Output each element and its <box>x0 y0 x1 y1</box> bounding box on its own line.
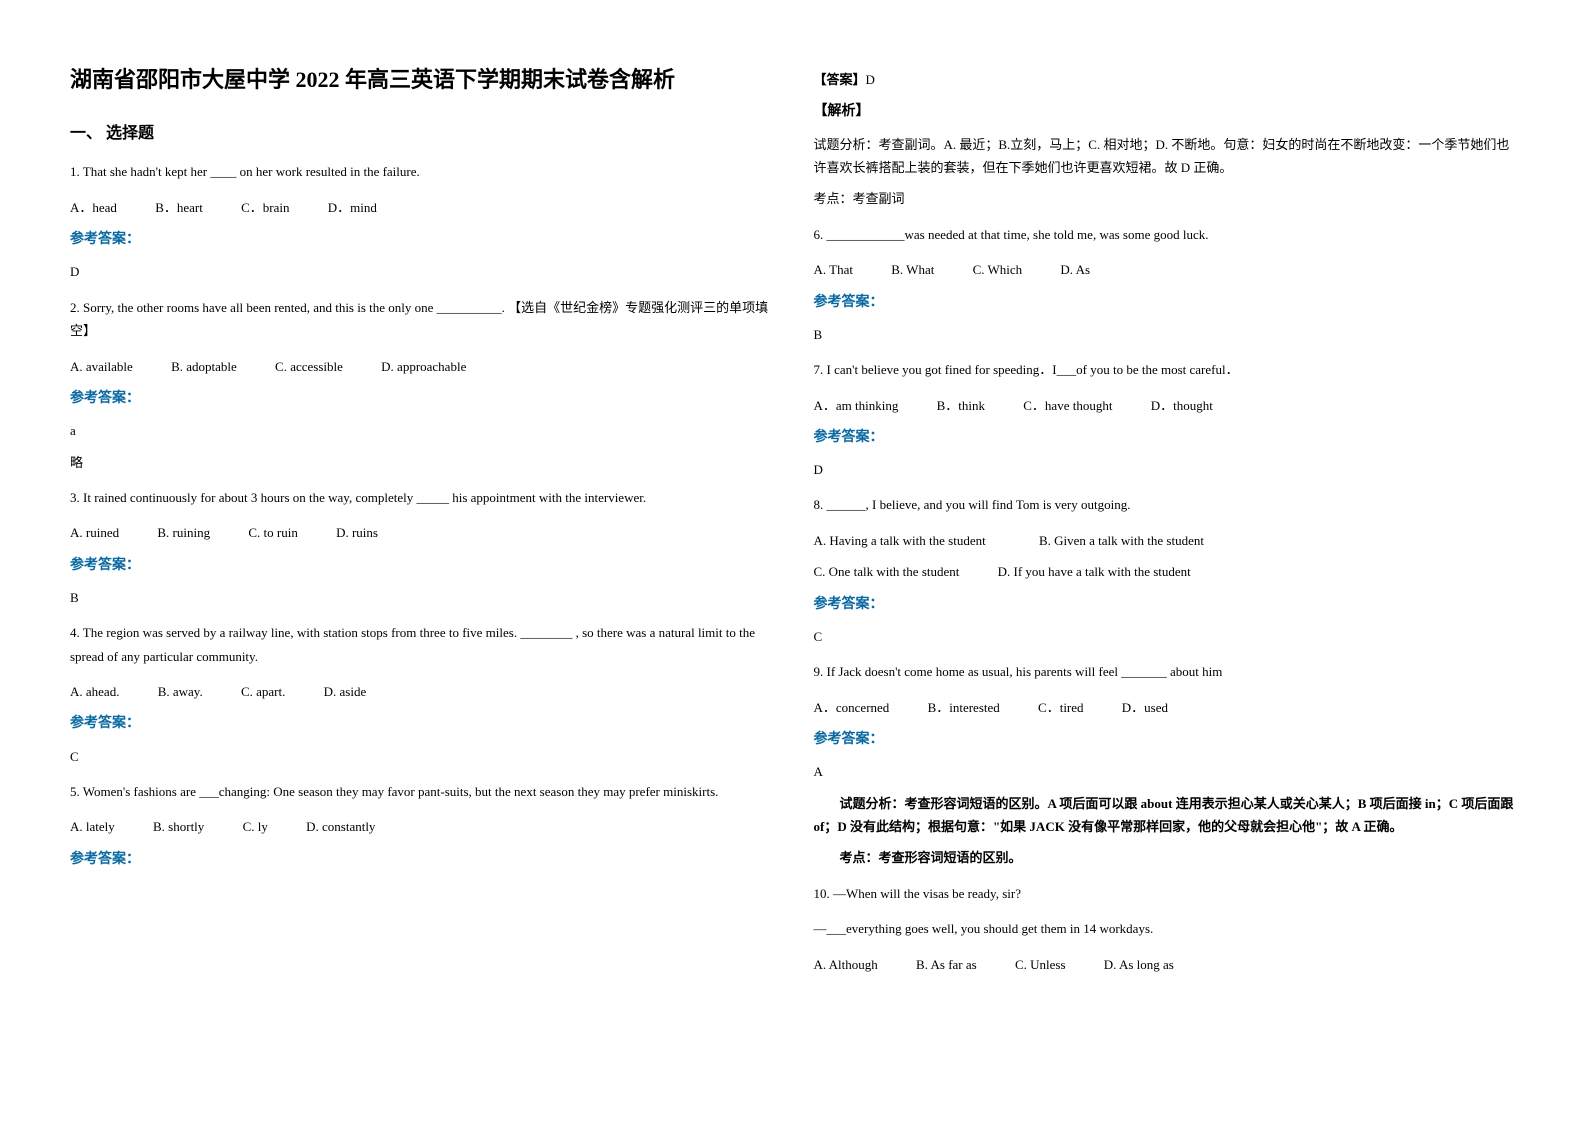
option-b: B. away. <box>158 680 203 703</box>
option-b: B．interested <box>928 696 1000 719</box>
option-c: C. to ruin <box>248 521 297 544</box>
option-d: D．mind <box>328 196 377 219</box>
option-b: B．think <box>937 394 985 417</box>
question-3: 3. It rained continuously for about 3 ho… <box>70 486 774 509</box>
point-9: 考点：考查形容词短语的区别。 <box>814 846 1518 869</box>
option-a: A. available <box>70 355 133 378</box>
option-c: C．have thought <box>1023 394 1112 417</box>
option-d: D. aside <box>324 680 367 703</box>
question-8: 8. ______, I believe, and you will find … <box>814 493 1518 516</box>
option-c: C. Which <box>973 258 1023 281</box>
answer-2: a <box>70 419 774 442</box>
question-1: 1. That she hadn't kept her ____ on her … <box>70 160 774 183</box>
question-8-options: A. Having a talk with the student B. Giv… <box>814 529 1518 552</box>
answer-5: 【答案】D <box>814 68 1518 91</box>
question-5: 5. Women's fashions are ___changing: One… <box>70 780 774 803</box>
option-c: C．tired <box>1038 696 1084 719</box>
option-c: C. apart. <box>241 680 285 703</box>
analysis-5: 试题分析：考查副词。A. 最近；B.立刻，马上；C. 相对地；D. 不断地。句意… <box>814 133 1518 180</box>
left-column: 湖南省邵阳市大屋中学 2022 年高三英语下学期期末试卷含解析 一、 选择题 1… <box>50 60 794 1062</box>
question-1-options: A．head B．heart C．brain D．mind <box>70 196 774 219</box>
option-d: D．used <box>1122 696 1168 719</box>
point-5: 考点：考查副词 <box>814 187 1518 210</box>
option-b: B. shortly <box>153 815 204 838</box>
option-d: D. If you have a talk with the student <box>998 560 1191 583</box>
question-5-options: A. lately B. shortly C. ly D. constantly <box>70 815 774 838</box>
analysis-9: 试题分析：考查形容词短语的区别。A 项后面可以跟 about 连用表示担心某人或… <box>814 792 1518 839</box>
option-d: D. constantly <box>306 815 375 838</box>
answer-value: D <box>866 72 875 87</box>
question-7-options: A．am thinking B．think C．have thought D．t… <box>814 394 1518 417</box>
question-10-line2: —___everything goes well, you should get… <box>814 917 1518 940</box>
option-a: A．head <box>70 196 117 219</box>
question-8-options-2: C. One talk with the student D. If you h… <box>814 560 1518 583</box>
option-b: B. adoptable <box>171 355 237 378</box>
option-a: A. Having a talk with the student <box>814 529 986 552</box>
note-2: 略 <box>70 451 774 474</box>
answer-label: 参考答案： <box>70 227 774 252</box>
question-3-options: A. ruined B. ruining C. to ruin D. ruins <box>70 521 774 544</box>
question-2: 2. Sorry, the other rooms have all been … <box>70 296 774 343</box>
question-4: 4. The region was served by a railway li… <box>70 621 774 668</box>
option-c: C. One talk with the student <box>814 560 960 583</box>
option-a: A．am thinking <box>814 394 899 417</box>
answer-3: B <box>70 586 774 609</box>
option-a: A. lately <box>70 815 115 838</box>
option-c: C. ly <box>243 815 268 838</box>
answer-1: D <box>70 260 774 283</box>
question-9: 9. If Jack doesn't come home as usual, h… <box>814 660 1518 683</box>
answer-label: 参考答案： <box>814 592 1518 617</box>
option-d: D. ruins <box>336 521 378 544</box>
option-d: D. approachable <box>381 355 466 378</box>
option-b: B. As far as <box>916 953 977 976</box>
option-d: D．thought <box>1151 394 1213 417</box>
question-10-options: A. Although B. As far as C. Unless D. As… <box>814 953 1518 976</box>
answer-label: 参考答案： <box>70 386 774 411</box>
answer-prefix: 【答案】 <box>814 72 866 87</box>
document-title: 湖南省邵阳市大屋中学 2022 年高三英语下学期期末试卷含解析 <box>70 60 774 100</box>
option-d: D. As long as <box>1104 953 1174 976</box>
option-a: A. ahead. <box>70 680 119 703</box>
answer-7: D <box>814 458 1518 481</box>
answer-label: 参考答案： <box>70 553 774 578</box>
option-a: A. ruined <box>70 521 119 544</box>
section-header: 一、 选择题 <box>70 120 774 149</box>
option-d: D. As <box>1060 258 1090 281</box>
answer-9: A <box>814 760 1518 783</box>
answer-4: C <box>70 745 774 768</box>
option-c: C．brain <box>241 196 289 219</box>
question-6-options: A. That B. What C. Which D. As <box>814 258 1518 281</box>
answer-label: 参考答案： <box>814 727 1518 752</box>
answer-label: 参考答案： <box>814 290 1518 315</box>
option-c: C. accessible <box>275 355 343 378</box>
question-4-options: A. ahead. B. away. C. apart. D. aside <box>70 680 774 703</box>
answer-label: 参考答案： <box>70 711 774 736</box>
question-7: 7. I can't believe you got fined for spe… <box>814 358 1518 381</box>
analysis-label: 【解析】 <box>814 99 1518 124</box>
option-a: A．concerned <box>814 696 890 719</box>
answer-label: 参考答案： <box>70 847 774 872</box>
option-b: B. ruining <box>157 521 210 544</box>
right-column: 【答案】D 【解析】 试题分析：考查副词。A. 最近；B.立刻，马上；C. 相对… <box>794 60 1538 1062</box>
question-9-options: A．concerned B．interested C．tired D．used <box>814 696 1518 719</box>
option-b: B. What <box>891 258 934 281</box>
option-b: B．heart <box>155 196 203 219</box>
option-a: A. That <box>814 258 853 281</box>
question-6: 6. ____________was needed at that time, … <box>814 223 1518 246</box>
question-10-line1: 10. —When will the visas be ready, sir? <box>814 882 1518 905</box>
answer-6: B <box>814 323 1518 346</box>
question-2-options: A. available B. adoptable C. accessible … <box>70 355 774 378</box>
answer-8: C <box>814 625 1518 648</box>
option-a: A. Although <box>814 953 878 976</box>
answer-label: 参考答案： <box>814 425 1518 450</box>
option-c: C. Unless <box>1015 953 1066 976</box>
option-b: B. Given a talk with the student <box>1039 529 1204 552</box>
